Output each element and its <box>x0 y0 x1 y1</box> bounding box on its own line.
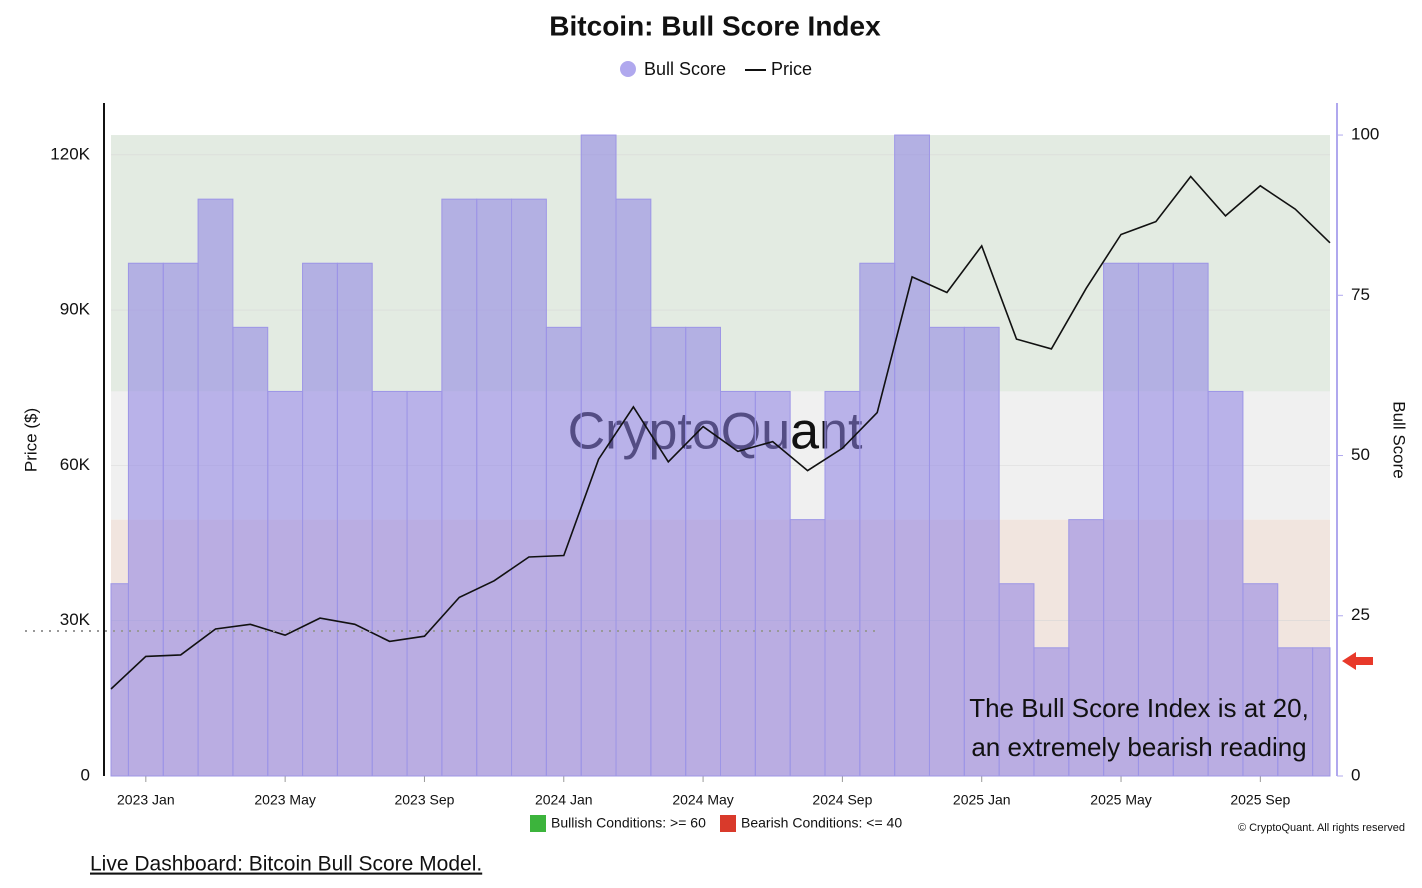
background-layer: 0 30K 60K 90K 120K 0 25 50 75 100 2023 Jan 2023 May… <box>50 103 1379 808</box>
y2-tick-label: 50 <box>1351 445 1370 464</box>
copyright: © CryptoQuant. All rights reserved <box>1238 822 1405 834</box>
bull-score-area <box>511 198 547 777</box>
legend-swatch <box>530 815 546 832</box>
x-tick-label: 2025 Sep <box>1230 792 1290 808</box>
bull-score-area <box>1277 647 1314 777</box>
bull-score-area <box>963 326 1000 777</box>
chart-title: Bitcoin: Bull Score Index <box>549 10 881 41</box>
bull-score-area <box>720 390 756 777</box>
bull-score-area <box>336 262 373 777</box>
x-tick-label: 2023 Jan <box>117 792 175 808</box>
bull-score-area <box>998 583 1035 777</box>
bull-score-area <box>894 134 930 777</box>
legend-label: Price <box>771 59 812 79</box>
bull-score-area <box>754 390 791 777</box>
bull-score-area <box>615 198 652 777</box>
legend-swatch <box>620 61 636 77</box>
x-tick-label: 2024 Sep <box>812 792 872 808</box>
y-tick-label: 120K <box>50 144 90 163</box>
bull-score-area <box>685 326 722 777</box>
y-tick-label: 60K <box>60 455 91 474</box>
x-tick-label: 2024 Jan <box>535 792 593 808</box>
x-tick-label: 2025 May <box>1090 792 1151 808</box>
bull-score-area <box>859 262 896 777</box>
bull-score-area <box>1312 647 1331 777</box>
bull-score-area <box>476 198 513 777</box>
x-tick-label: 2024 May <box>672 792 733 808</box>
bull-score-area <box>928 326 965 777</box>
arrow <box>1342 652 1373 670</box>
y-tick-label: 0 <box>81 765 90 784</box>
y2-tick-label: 75 <box>1351 285 1370 304</box>
bull-score-area <box>1033 647 1070 777</box>
price-line <box>110 175 1331 690</box>
x-tick-label: 2025 Jan <box>953 792 1011 808</box>
bull-score-area <box>650 326 687 777</box>
x-tick-label: 2023 May <box>254 792 315 808</box>
bull-score-area <box>1137 262 1174 777</box>
bull-score-area <box>1172 262 1209 777</box>
bull-score-area <box>580 134 617 777</box>
bull-score-area <box>1068 519 1105 777</box>
legend-swatch <box>720 815 736 832</box>
footer-note: Bearish Conditions: <= 40 <box>741 815 902 831</box>
bull-score-area <box>197 198 234 777</box>
bull-score-area <box>406 390 443 777</box>
y2-tick-label: 0 <box>1351 765 1360 784</box>
annotation: The Bull Score Index is at 20, <box>969 693 1309 723</box>
bull-score-area <box>302 262 338 777</box>
y2-axis-label: Bull Score <box>1390 401 1409 478</box>
legend-label: Bull Score <box>644 59 726 79</box>
y-tick-label: 90K <box>60 300 91 319</box>
footer-note: Bullish Conditions: >= 60 <box>551 815 706 831</box>
dashboard-link[interactable]: Live Dashboard: Bitcoin Bull Score Model… <box>90 853 482 876</box>
bull-score-area <box>789 519 826 777</box>
bull-score-area <box>162 262 199 777</box>
y-axis-label: Price ($) <box>21 408 40 472</box>
y2-tick-label: 100 <box>1351 125 1379 144</box>
bull-score-area <box>127 262 164 777</box>
x-tick-label: 2023 Sep <box>394 792 454 808</box>
bull-score-area <box>267 390 304 777</box>
bull-score-area <box>371 390 408 777</box>
annotation: an extremely bearish reading <box>971 732 1306 762</box>
bull-score-area <box>545 326 582 777</box>
bull-score-area <box>232 326 269 777</box>
y2-tick-label: 25 <box>1351 605 1370 624</box>
bull-score-area <box>1103 262 1139 777</box>
y-tick-label: 30K <box>60 610 91 629</box>
bull-score-area <box>441 198 478 777</box>
bull-score-area <box>1207 390 1244 777</box>
